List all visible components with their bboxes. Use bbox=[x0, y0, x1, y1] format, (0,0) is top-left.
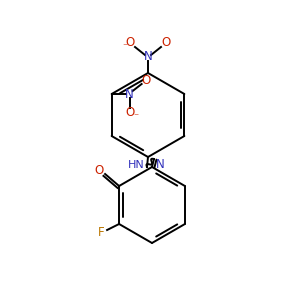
Text: O: O bbox=[94, 164, 104, 176]
Text: N: N bbox=[156, 158, 164, 172]
Text: ⁻: ⁻ bbox=[122, 42, 128, 52]
Text: O: O bbox=[141, 74, 150, 88]
Text: HN: HN bbox=[128, 160, 144, 170]
Text: F: F bbox=[98, 226, 104, 238]
Text: ⁻: ⁻ bbox=[133, 112, 138, 122]
Text: O: O bbox=[125, 37, 135, 50]
Text: N: N bbox=[144, 50, 152, 64]
Text: N: N bbox=[125, 88, 134, 100]
Text: O: O bbox=[125, 106, 134, 119]
Text: O: O bbox=[161, 37, 171, 50]
